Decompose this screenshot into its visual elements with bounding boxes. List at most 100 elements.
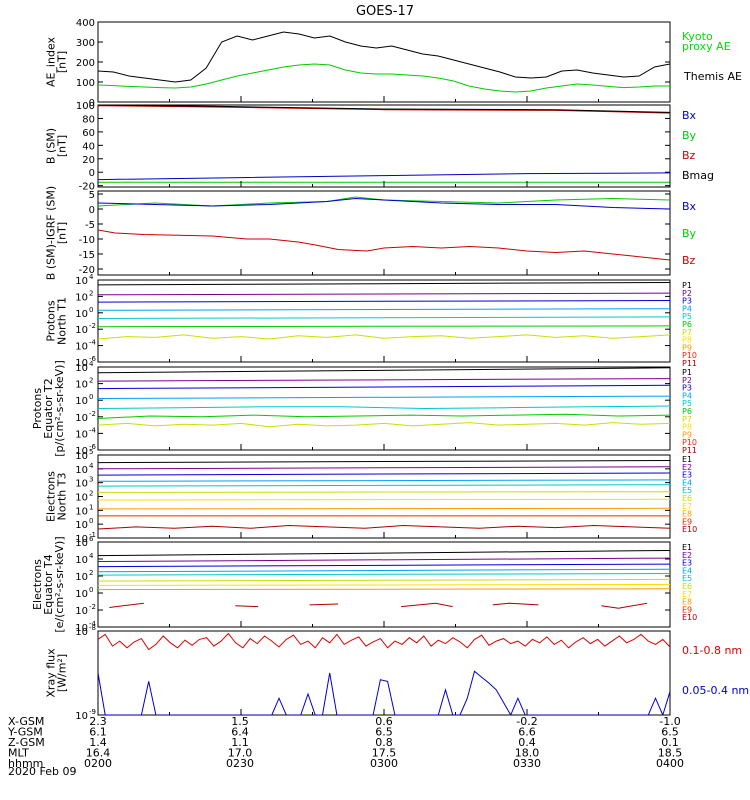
legend-entry: E3: [682, 471, 692, 480]
y-tick-label: 10: [75, 465, 88, 476]
y-tick-label: 10: [75, 363, 88, 374]
series-line-e3: [98, 472, 670, 476]
y-tick-label: 10: [75, 325, 88, 336]
y-tick-label: -20: [79, 265, 95, 276]
series-line-p4: [98, 308, 670, 311]
y-tick-label: 10: [75, 534, 88, 545]
y-tick-label: 10: [75, 627, 88, 638]
series-line-e7: [98, 584, 670, 586]
series-line-bx: [98, 197, 670, 210]
orbit-value: 1.5: [231, 715, 249, 728]
series-line-p5: [98, 316, 670, 319]
y-label-line: [p/(cm²-s-sr-keV)]: [53, 360, 66, 457]
panel-b: -20 0 20 40 60 80 100 B (SM)[nT] Bx By Bz Bmag: [45, 101, 715, 193]
orbit-value: 0300: [370, 757, 398, 770]
y-tick-exponent: 6: [89, 535, 94, 543]
y-label-line: B (SM)-IGRF (SM): [45, 186, 58, 280]
y-tick-exponent: 4: [89, 273, 94, 281]
y-tick-exponent: 5: [89, 448, 93, 456]
legend-entry: P7: [682, 328, 692, 337]
y-tick-exponent: -8: [89, 624, 96, 632]
series-line-p3: [98, 384, 670, 390]
y-tick-exponent: -6: [89, 355, 97, 363]
orbit-value: 0.1: [661, 736, 679, 749]
orbit-value: 6.5: [661, 726, 679, 739]
series-line-bz: [98, 229, 670, 261]
series-group: [98, 282, 670, 340]
y-tick-label: 100: [76, 78, 95, 89]
y-label-line: Xray flux: [45, 648, 58, 698]
orbit-value: 0230: [226, 757, 254, 770]
y-tick-label: 10: [75, 358, 88, 369]
series-line-p5: [98, 405, 670, 410]
y-label-line: Electrons: [45, 471, 58, 522]
orbit-value: 2.3: [89, 715, 107, 728]
legend-entry: P1: [682, 368, 692, 377]
series-line-e6: [98, 491, 670, 493]
series-segment: [492, 602, 539, 606]
legend-entry: E5: [682, 574, 692, 583]
orbit-value: -0.2: [516, 715, 537, 728]
series-segment: [401, 602, 453, 608]
series-line-e1: [98, 550, 670, 557]
legend-entry: P9: [682, 430, 692, 439]
orbit-value: 16.4: [86, 747, 111, 760]
y-tick-label: 40: [82, 141, 95, 152]
y-tick-label: 10: [75, 711, 88, 722]
y-tick-exponent: -9: [89, 708, 96, 716]
orbit-value: 1.1: [231, 736, 249, 749]
legend-entry: P11: [682, 359, 697, 368]
panel-frame: [97, 279, 671, 363]
y-tick-label: 200: [76, 58, 95, 69]
legend: Bx By Bz: [682, 200, 697, 267]
y-tick-exponent: 0: [89, 306, 93, 314]
legend-entry: E10: [682, 613, 697, 622]
orbit-row-label: hhmm: [8, 757, 43, 770]
orbit-value: 0.4: [518, 736, 536, 749]
y-label-line: North T3: [56, 473, 69, 521]
orbit-row-label: Z-GSM: [8, 736, 45, 749]
legend-entry: P2: [682, 376, 692, 385]
date-label: 2020 Feb 09: [8, 765, 76, 778]
orbit-value: 17.5: [372, 747, 397, 760]
y-tick-exponent: 4: [89, 552, 94, 560]
y-tick-exponent: 0: [89, 586, 93, 594]
y-tick-exponent: 2: [89, 289, 93, 297]
legend-entry: P4: [682, 304, 692, 313]
legend-entry: P4: [682, 391, 692, 400]
y-tick-exponent: -4: [89, 426, 97, 434]
series-line-e5: [98, 484, 670, 487]
legend-entry: E2: [682, 463, 692, 472]
y-tick-label: 20: [82, 155, 95, 166]
series-line-e3: [98, 563, 670, 568]
y-tick-label: 0: [89, 98, 95, 109]
legend-entry: E8: [682, 510, 692, 519]
legend-entry: P11: [682, 446, 697, 455]
series-group: [98, 367, 670, 428]
y-tick-label: -5: [85, 220, 95, 231]
legend-entry: E4: [682, 566, 692, 575]
y-tick-exponent: 3: [89, 476, 93, 484]
y-label-line: [e/(cm²-s-sr-keV)]: [53, 536, 66, 632]
y-tick-exponent: 1: [89, 503, 93, 511]
legend-entry: Kyoto: [682, 30, 713, 43]
y-tick-exponent: 2: [89, 569, 93, 577]
orbit-value: 0.8: [375, 736, 393, 749]
y-tick-label: 10: [75, 396, 88, 407]
x-ticks: [97, 532, 671, 538]
orbit-table: X-GSM 2.3 1.5 0.6 -0.2 -1.0 Y-GSM 6.1 6.4 6.5 6.6 6…: [7, 715, 684, 770]
y-label-line: Equator T2: [42, 378, 55, 438]
legend-entry: E3: [682, 559, 692, 568]
y-tick-label: 10: [75, 606, 88, 617]
y-label-line: Protons: [31, 388, 44, 429]
legend-entry: 0.1-0.8 nm: [682, 644, 742, 657]
